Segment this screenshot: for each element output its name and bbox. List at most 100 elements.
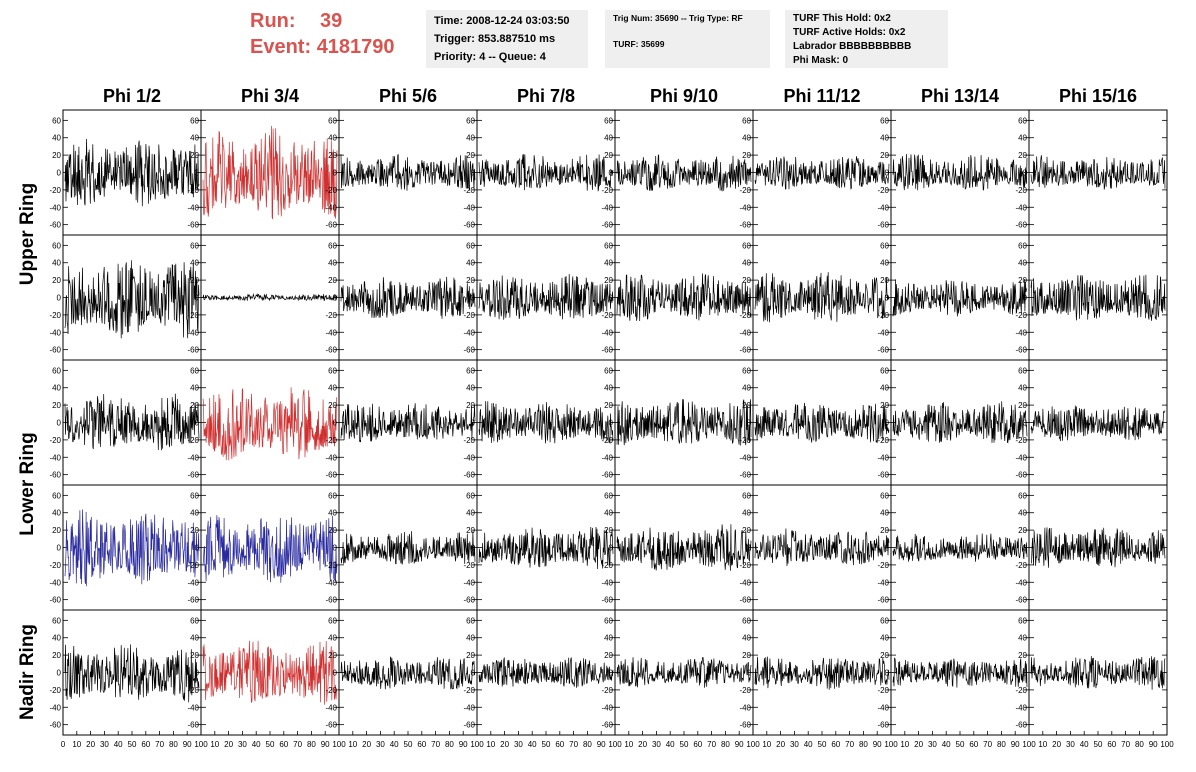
y-tick-label: 20 — [604, 276, 613, 285]
x-tick-label: 20 — [224, 740, 233, 749]
y-tick-label: -40 — [187, 328, 199, 337]
time-info-box: Time: 2008-12-24 03:03:50 Trigger: 853.8… — [426, 10, 588, 68]
waveform-trace — [1030, 527, 1166, 568]
y-tick-label: 0 — [747, 544, 752, 553]
y-tick-label: 20 — [52, 651, 61, 660]
y-tick-label: -60 — [877, 346, 889, 355]
waveform-panel: 60 40 20 0 -20 -40 -60 — [463, 109, 616, 236]
y-tick-label: 0 — [747, 294, 752, 303]
waveform-trace — [478, 273, 614, 320]
y-tick-label: -60 — [325, 721, 337, 730]
y-tick-label: 20 — [1018, 276, 1027, 285]
y-tick-label: -20 — [49, 436, 61, 445]
waveform-panel: 60 40 20 0 -20 -40 -60 — [49, 609, 202, 736]
y-tick-label: -20 — [1015, 686, 1027, 695]
y-tick-label: -60 — [463, 471, 475, 480]
waveform-trace — [478, 526, 614, 570]
x-tick-label: 20 — [500, 740, 509, 749]
y-tick-label: 20 — [466, 151, 475, 160]
priority-line: Priority: 4 -- Queue: 4 — [434, 51, 546, 63]
x-tick-label: 20 — [638, 740, 647, 749]
y-tick-label: -60 — [187, 346, 199, 355]
x-tick-label: 10 — [210, 740, 219, 749]
y-tick-label: 40 — [742, 509, 751, 518]
x-tick-label: 100 — [470, 740, 484, 749]
phi-column-label: Phi 3/4 — [240, 86, 300, 106]
y-tick-label: -20 — [463, 686, 475, 695]
y-tick-label: -40 — [601, 453, 613, 462]
waveform-panel: 60 40 20 0 -20 -40 -60 — [187, 609, 340, 736]
x-tick-label: 90 — [735, 740, 744, 749]
y-tick-label: 60 — [190, 241, 199, 250]
phi-column-label: Phi 5/6 — [378, 86, 438, 106]
y-tick-label: 0 — [1023, 544, 1028, 553]
y-tick-label: -20 — [325, 311, 337, 320]
waveform-trace — [892, 278, 1028, 317]
waveform-panel: 60 40 20 0 -20 -40 -60 — [739, 234, 892, 361]
y-tick-label: -60 — [877, 596, 889, 605]
x-tick-label: 60 — [831, 740, 840, 749]
y-tick-label: 40 — [466, 509, 475, 518]
y-tick-label: 60 — [880, 616, 889, 625]
x-tick-label: 20 — [86, 740, 95, 749]
y-tick-label: 40 — [604, 384, 613, 393]
y-tick-label: 60 — [52, 616, 61, 625]
waveform-trace — [616, 273, 752, 322]
y-tick-label: -60 — [49, 346, 61, 355]
x-tick-label: 80 — [445, 740, 454, 749]
y-tick-label: 60 — [466, 366, 475, 375]
y-tick-label: -20 — [1015, 436, 1027, 445]
y-tick-label: -20 — [1015, 311, 1027, 320]
y-tick-label: 60 — [466, 241, 475, 250]
y-tick-label: 0 — [471, 669, 476, 678]
y-tick-label: -20 — [739, 186, 751, 195]
waveform-trace — [1030, 405, 1166, 442]
panel-frame — [338, 359, 478, 486]
x-tick-label: 20 — [362, 740, 371, 749]
y-tick-label: 40 — [466, 384, 475, 393]
y-tick-label: -20 — [877, 186, 889, 195]
y-tick-label: 60 — [742, 491, 751, 500]
y-tick-label: 60 — [466, 491, 475, 500]
phi-column-label: Phi 7/8 — [516, 86, 576, 106]
x-tick-label: 60 — [693, 740, 702, 749]
y-tick-label: 60 — [880, 241, 889, 250]
x-tick-label: 70 — [293, 740, 302, 749]
x-tick-label: 40 — [252, 740, 261, 749]
y-tick-label: -20 — [739, 686, 751, 695]
x-tick-label: 90 — [1149, 740, 1158, 749]
y-tick-label: -40 — [463, 453, 475, 462]
y-tick-label: 0 — [195, 419, 200, 428]
y-tick-label: 0 — [471, 544, 476, 553]
x-tick-label: 90 — [1011, 740, 1020, 749]
y-tick-label: 40 — [52, 634, 61, 643]
y-tick-label: 40 — [190, 134, 199, 143]
y-tick-label: -20 — [325, 436, 337, 445]
x-tick-label: 20 — [914, 740, 923, 749]
y-tick-label: 20 — [52, 151, 61, 160]
y-tick-label: -20 — [325, 686, 337, 695]
turf-hold-line: TURF This Hold: 0x2 — [793, 13, 891, 24]
y-tick-label: 40 — [328, 259, 337, 268]
waveform-trace — [892, 401, 1028, 444]
y-tick-label: 0 — [57, 419, 62, 428]
y-tick-label: -60 — [1015, 346, 1027, 355]
y-tick-label: 0 — [885, 419, 890, 428]
y-tick-label: 20 — [1018, 651, 1027, 660]
y-tick-label: 40 — [880, 509, 889, 518]
y-tick-label: 20 — [190, 401, 199, 410]
waveform-panel: 60 40 20 0 -20 -40 -60 — [739, 609, 892, 736]
x-tick-label: 10 — [486, 740, 495, 749]
x-tick-label: 40 — [666, 740, 675, 749]
y-tick-label: 0 — [195, 294, 200, 303]
y-tick-label: 60 — [1018, 616, 1027, 625]
y-tick-label: 20 — [880, 526, 889, 535]
y-tick-label: 40 — [466, 634, 475, 643]
x-tick-label: 60 — [555, 740, 564, 749]
x-tick-label: 100 — [884, 740, 898, 749]
y-tick-label: -20 — [49, 686, 61, 695]
y-tick-label: 60 — [742, 241, 751, 250]
y-tick-label: 40 — [52, 509, 61, 518]
x-tick-label: 60 — [141, 740, 150, 749]
x-tick-label: 70 — [707, 740, 716, 749]
